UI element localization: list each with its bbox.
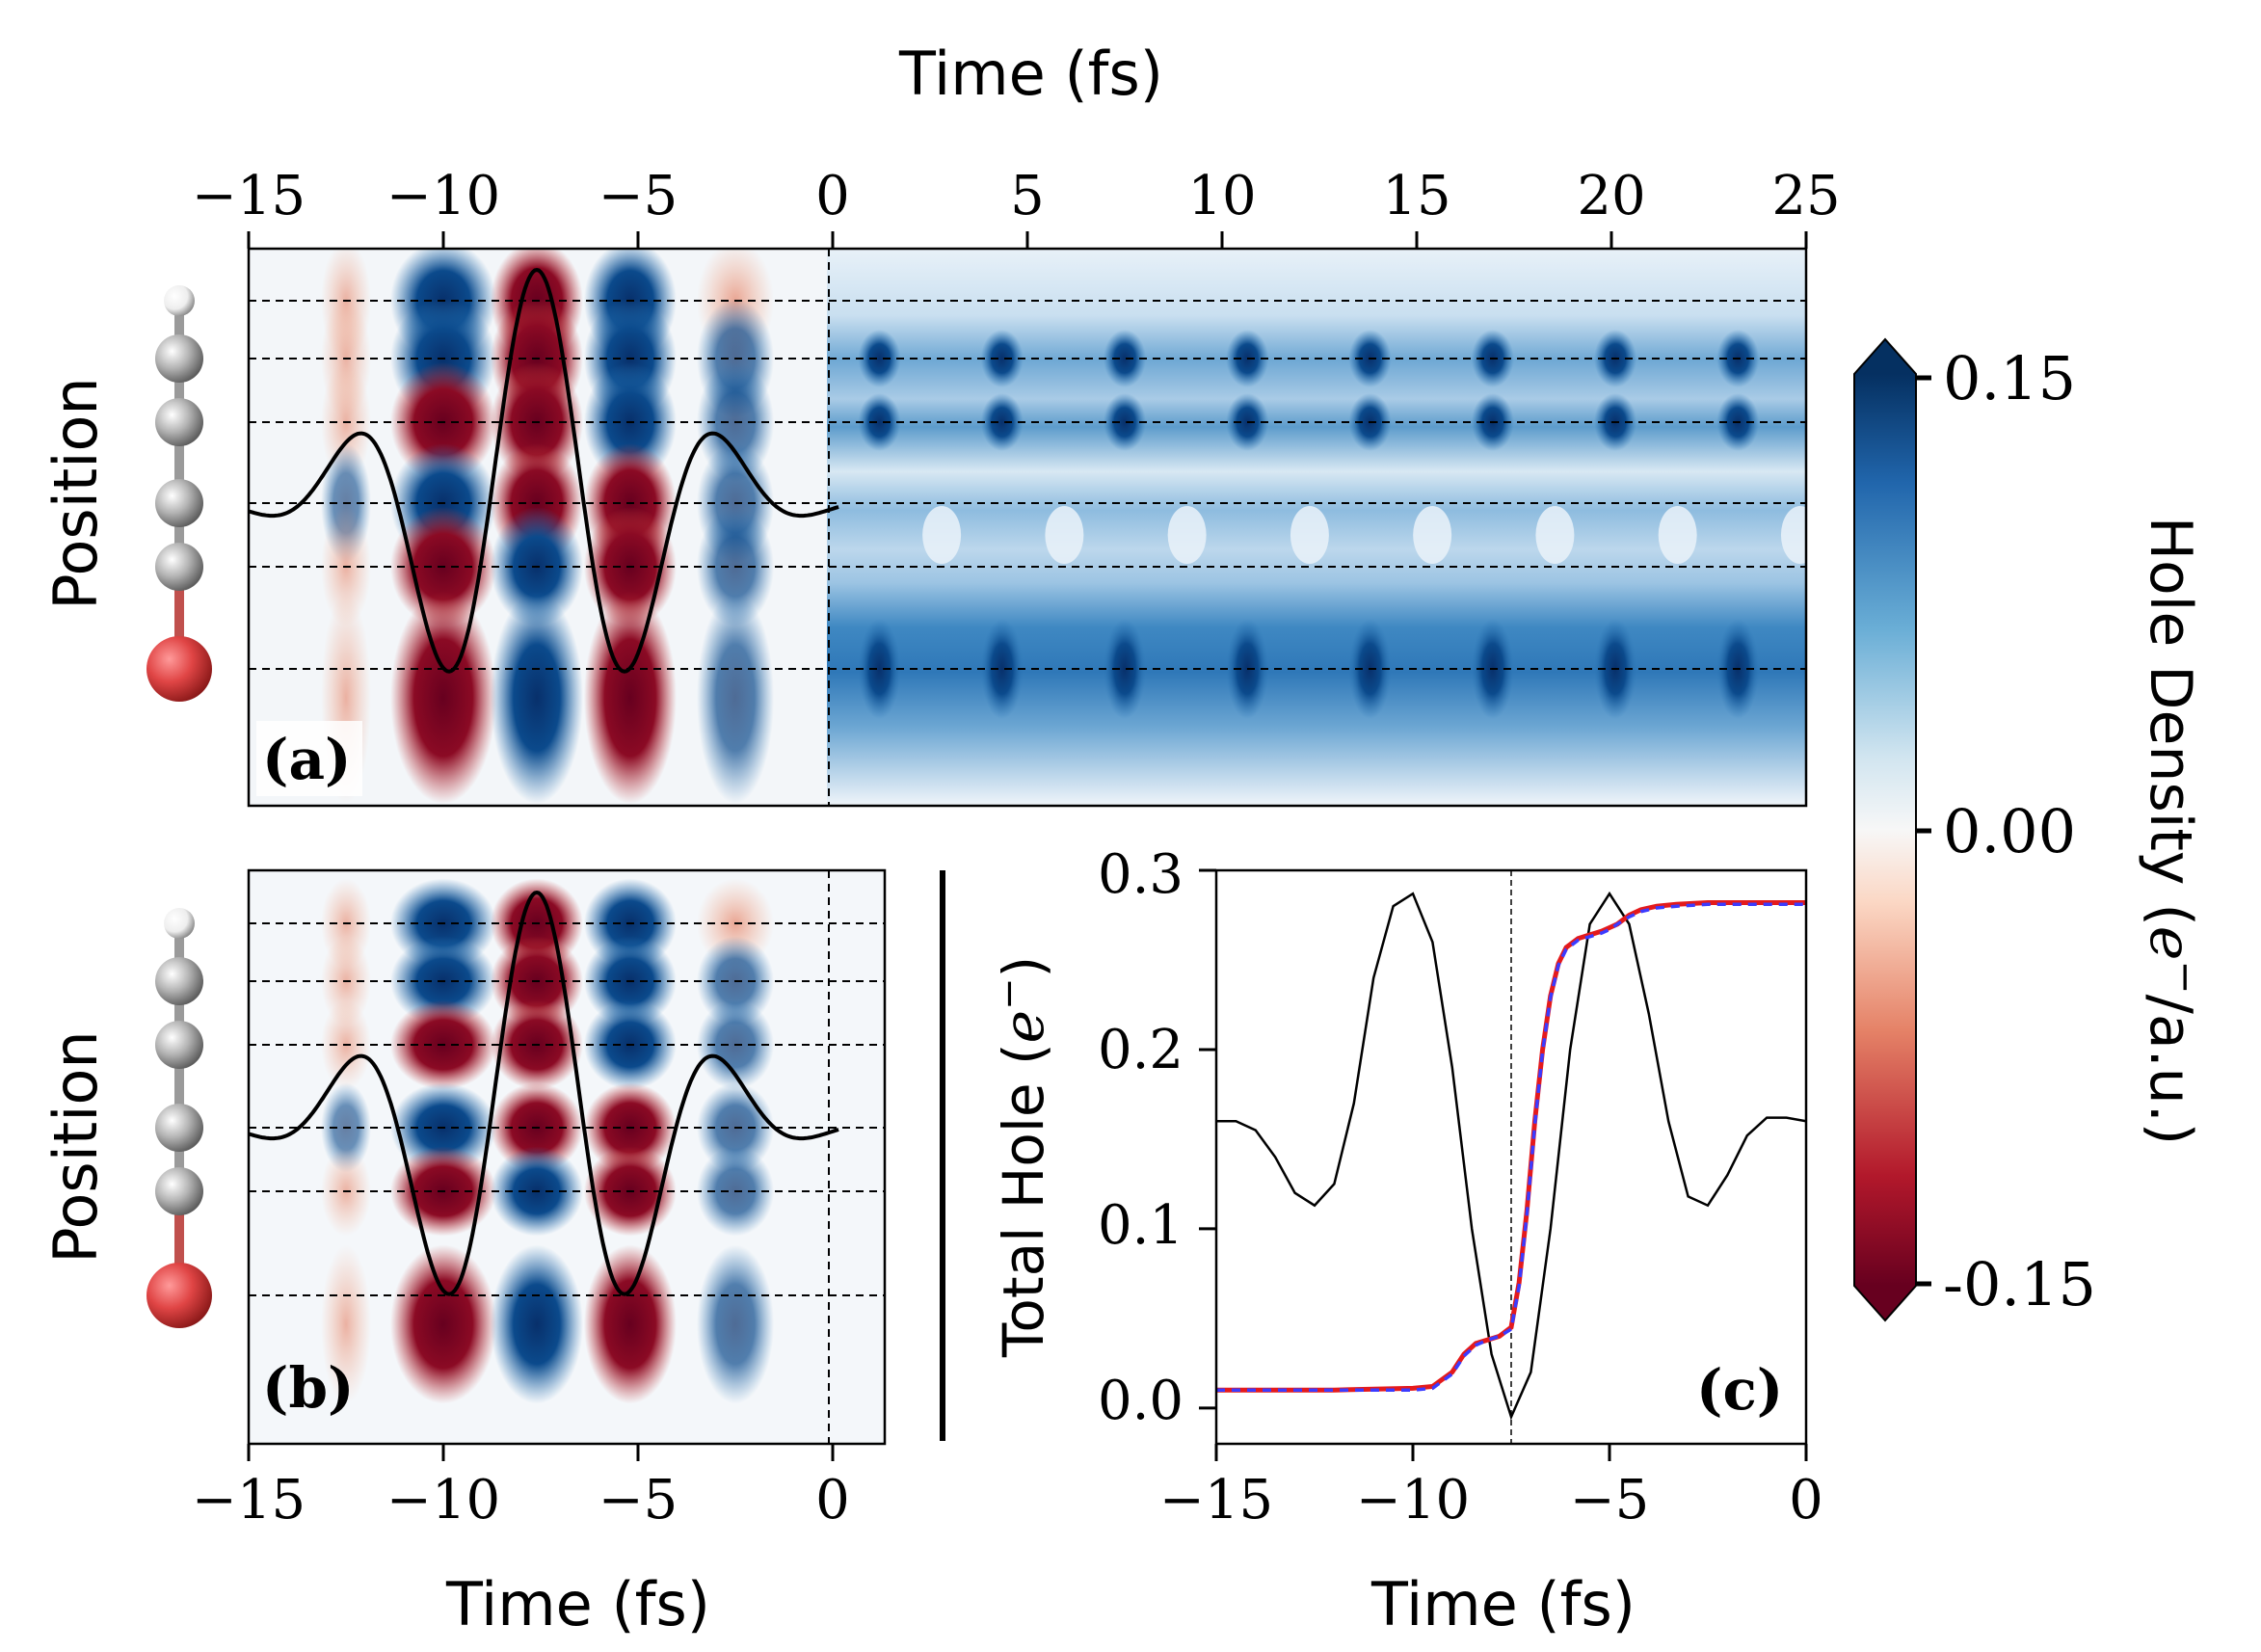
heatmap-blob	[390, 592, 496, 804]
panel-c-ytick-3: 0.3	[1098, 843, 1184, 906]
heatmap-blob	[980, 393, 1024, 451]
carbon-atom	[155, 398, 203, 446]
panel-b-tick-m5: −5	[598, 1469, 678, 1532]
heatmap-blob	[1104, 393, 1146, 451]
molecule-a	[146, 285, 212, 702]
panel-a-tick-25: 25	[1771, 165, 1840, 227]
panel-b: −15 −10 −5 0 Time (fs) Position (b)	[40, 868, 887, 1639]
panel-b-x-ticks	[247, 1444, 835, 1461]
panel-a: −15 −10 −5 0 5 10 15 20 25 Time (fs) Pos…	[40, 39, 1841, 808]
laser-field-curve	[249, 890, 839, 1296]
series-blue-dashed-line	[1216, 902, 1806, 1392]
heatmap-blob	[1780, 506, 1806, 564]
carbon-atom	[155, 543, 203, 591]
panel-b-x-axis-label: Time (fs)	[445, 1569, 710, 1639]
panel-b-y-axis-label: Position	[40, 1030, 111, 1263]
panel-c-x-axis-label: Time (fs)	[1370, 1569, 1636, 1639]
heatmap-blob	[1535, 506, 1575, 564]
colorbar-gradient	[1854, 374, 1916, 1286]
panel-a-tick-m5: −5	[598, 165, 678, 227]
panel-c: −15 −10 −5 0 0.0 0.1 0.2 0.3 Time (fs) T…	[987, 843, 1823, 1639]
colorbar-top-extension	[1854, 339, 1916, 374]
heatmap-blob	[490, 1244, 583, 1404]
panel-c-tick-m10: −10	[1356, 1469, 1470, 1532]
panel-c-ticks	[1199, 868, 1808, 1461]
colorbar-tick-mid: 0.00	[1943, 796, 2076, 866]
heatmap-blob	[321, 1244, 371, 1404]
heatmap-blob	[583, 592, 677, 804]
heatmap-blob	[1104, 619, 1146, 719]
carbon-atom	[155, 1104, 203, 1152]
atom-position-lines	[249, 300, 1806, 670]
panel-c-ytick-0: 0.0	[1098, 1370, 1184, 1432]
colorbar-tick-top: 0.15	[1943, 343, 2076, 413]
series-field-line	[1216, 891, 1806, 1421]
panel-c-tick-m5: −5	[1570, 1469, 1650, 1532]
panel-c-ytick-1: 0.1	[1098, 1194, 1184, 1257]
hydrogen-atom	[164, 285, 195, 316]
heatmap-blob	[858, 393, 901, 451]
panel-a-heatmap	[249, 249, 1806, 806]
heatmap-blob	[697, 1244, 774, 1404]
panel-b-tick-m15: −15	[192, 1469, 306, 1532]
panel-a-x-ticks	[247, 231, 1808, 249]
panel-a-tick-0: 0	[815, 165, 850, 227]
carbon-atom	[155, 957, 203, 1005]
panel-a-tick-m10: −10	[386, 165, 500, 227]
panel-b-tick-0: 0	[815, 1469, 850, 1532]
atom-position-lines	[249, 922, 885, 1296]
heatmap-blob	[583, 1244, 677, 1404]
panel-a-y-axis-label: Position	[40, 377, 111, 609]
panel-b-frame	[247, 868, 887, 1446]
colorbar-tick-bot: -0.15	[1943, 1249, 2096, 1319]
carbon-atom	[155, 1167, 203, 1215]
heatmap-blob	[1104, 330, 1146, 387]
panel-c-frame	[1214, 868, 1808, 1446]
heatmap-blob	[980, 619, 1024, 719]
carbon-atom	[155, 334, 203, 383]
panel-a-tick-m15: −15	[192, 165, 306, 227]
carbon-atom	[155, 1021, 203, 1069]
heatmap-blob	[1658, 506, 1697, 564]
hydrogen-atom	[164, 908, 195, 939]
colorbar-label: Hole Density (e−/a.u.)	[2137, 517, 2210, 1145]
panel-a-tick-10: 10	[1187, 165, 1256, 227]
heatmap-blob	[1045, 506, 1084, 564]
heatmap-blob	[1167, 506, 1207, 564]
heatmap-blob	[922, 506, 962, 564]
top-x-axis-label: Time (fs)	[898, 39, 1163, 109]
heatmap-blob	[697, 592, 774, 804]
heatmap-blob	[858, 619, 901, 719]
colorbar-bottom-extension	[1854, 1286, 1916, 1320]
heatmap-blob	[1413, 506, 1452, 564]
carbon-atom	[155, 479, 203, 527]
panel-a-tick-5: 5	[1010, 165, 1045, 227]
bromine-atom	[146, 636, 212, 702]
panel-b-tick-m10: −10	[386, 1469, 500, 1532]
panel-c-tag: (c)	[1696, 1357, 1783, 1423]
panel-a-tag: (a)	[262, 727, 351, 792]
heatmap-blob	[858, 330, 901, 387]
panel-b-tag: (b)	[262, 1355, 354, 1421]
colorbar: 0.15 0.00 -0.15 Hole Density (e−/a.u.)	[1853, 337, 2210, 1322]
panel-c-y-axis-label: Total Hole (e−)	[987, 956, 1056, 1358]
heatmap-blob	[390, 1244, 496, 1404]
panel-c-ytick-2: 0.2	[1098, 1019, 1184, 1081]
heatmap-blob	[980, 330, 1024, 387]
panel-a-tick-15: 15	[1382, 165, 1450, 227]
molecule-b	[146, 908, 212, 1328]
panel-c-tick-m15: −15	[1159, 1469, 1273, 1532]
heatmap-blob	[1290, 506, 1329, 564]
bromine-atom	[146, 1263, 212, 1328]
laser-field-curve	[249, 267, 839, 674]
panel-c-tick-0: 0	[1789, 1469, 1823, 1532]
panel-a-tick-20: 20	[1577, 165, 1645, 227]
heatmap-blob	[490, 592, 583, 804]
